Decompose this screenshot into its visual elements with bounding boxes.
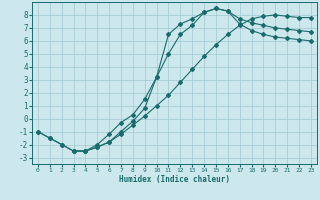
X-axis label: Humidex (Indice chaleur): Humidex (Indice chaleur) [119,175,230,184]
